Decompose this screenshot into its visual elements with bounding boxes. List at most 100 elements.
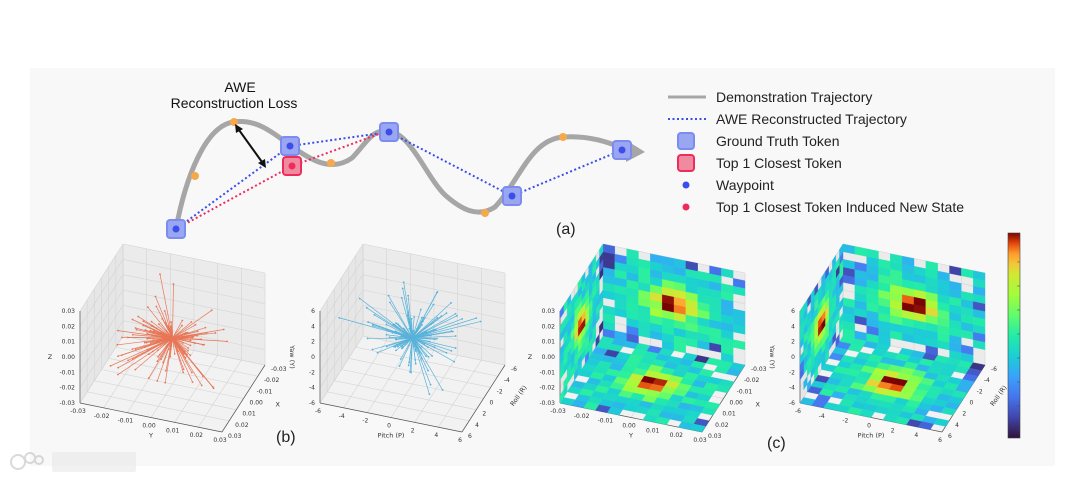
- vector-tip: [475, 317, 478, 320]
- grid-line: [362, 243, 506, 274]
- x-tick-label: 0.03: [708, 433, 722, 440]
- vector-tip: [461, 318, 464, 320]
- heatmap-cell: [933, 418, 950, 427]
- heatmap-cell: [733, 339, 746, 350]
- grid-line: [122, 243, 266, 274]
- y-tick-label: 0: [867, 423, 871, 430]
- vector: [172, 332, 188, 339]
- vector-tip: [156, 380, 159, 382]
- grid-line: [122, 259, 266, 289]
- vector: [172, 337, 184, 373]
- legend-blue-square-icon: [677, 132, 695, 150]
- vector: [172, 337, 176, 354]
- heatmap-cell: [700, 407, 717, 416]
- vector: [172, 320, 183, 339]
- vector-tip: [167, 334, 170, 337]
- vector-tip: [431, 355, 434, 357]
- vector-tip: [367, 321, 370, 323]
- y-tick-label: 0.02: [670, 432, 684, 439]
- vector-tip: [410, 371, 412, 374]
- vector-tip: [399, 358, 402, 360]
- vector: [172, 337, 203, 386]
- x-tick-label: 0.02: [715, 422, 729, 429]
- vector-tip: [157, 355, 159, 358]
- vector-tip: [427, 355, 430, 358]
- vector: [110, 337, 173, 367]
- plot-c-1: -0.03-0.02-0.010.000.010.020.03-0.03-0.0…: [528, 243, 767, 444]
- heatmap-cell: [832, 254, 836, 269]
- vector-tip: [172, 283, 175, 285]
- vector: [169, 337, 173, 350]
- vector-tip: [159, 273, 161, 276]
- vector-tip: [423, 343, 426, 345]
- heatmap-cell: [918, 421, 935, 430]
- vector-tip: [170, 321, 173, 323]
- x-tick-label: -0.01: [257, 388, 273, 395]
- vector-tip: [146, 333, 149, 335]
- vector-tip: [386, 329, 389, 332]
- vector-tip: [423, 316, 426, 319]
- vector: [172, 337, 188, 355]
- vector-tip: [142, 320, 145, 323]
- x-tick-label: 0: [490, 400, 494, 407]
- vector-tip: [436, 337, 438, 340]
- colorbar-ticks: [1017, 237, 1020, 431]
- heatmap-cell: [715, 384, 731, 394]
- vector-tip: [173, 352, 176, 355]
- panel-b-c-plots: -0.03-0.02-0.010.000.010.020.03-0.03-0.0…: [48, 243, 1009, 444]
- vector-tip: [192, 336, 194, 338]
- vector: [399, 325, 413, 339]
- vector: [412, 337, 429, 358]
- vector: [407, 295, 413, 339]
- legend-label: Waypoint: [716, 177, 774, 193]
- vector: [412, 321, 481, 339]
- axis-lines: [319, 311, 506, 433]
- z-tick-label: 0: [791, 354, 795, 361]
- vector-tip: [395, 338, 398, 341]
- heatmap-cell: [733, 308, 746, 320]
- vector-tip: [372, 324, 374, 327]
- vector: [147, 306, 173, 339]
- vector-tip: [147, 377, 150, 379]
- vector-tip: [385, 323, 388, 326]
- vector: [172, 337, 193, 373]
- y-tick-label: 0.01: [166, 427, 180, 434]
- vector-tip: [427, 369, 429, 372]
- vector: [172, 325, 183, 339]
- vector: [372, 337, 413, 350]
- x-tick-label: -0.01: [737, 388, 753, 395]
- z-tick-label: 0.01: [542, 339, 556, 346]
- y-tick-label: -0.01: [598, 418, 614, 425]
- vector-tip: [436, 291, 439, 293]
- panel-label-c: (c): [767, 435, 786, 452]
- vector-tip: [156, 360, 159, 363]
- x-tick-label: 0: [970, 400, 974, 407]
- vector: [172, 337, 189, 349]
- vector: [172, 337, 205, 346]
- vector: [412, 302, 452, 339]
- axis-lines: [79, 311, 266, 433]
- vector-tip: [414, 348, 417, 351]
- vector: [146, 337, 173, 344]
- axis-line: [79, 402, 223, 433]
- plot-b-1: -0.03-0.02-0.010.000.010.020.03-0.03-0.0…: [48, 243, 287, 444]
- vector-tip: [184, 335, 187, 338]
- vector: [412, 313, 456, 339]
- vector-tip: [189, 339, 192, 342]
- heatmap-cell: [803, 375, 808, 391]
- vector: [412, 337, 455, 362]
- vector-tip: [407, 294, 410, 297]
- vector: [412, 331, 453, 339]
- y-axis-label: Pitch (P): [858, 432, 885, 440]
- legend-red-square-icon: [677, 154, 695, 172]
- vector: [400, 337, 413, 360]
- vector-tip: [428, 393, 431, 396]
- x-tick-label: 0.01: [242, 411, 256, 418]
- vector-tip: [180, 336, 182, 339]
- legend-blue-dot-icon: [682, 181, 690, 189]
- vector-tip: [365, 306, 368, 309]
- top1-induced-trajectory: [175, 130, 388, 230]
- legend-label: Ground Truth Token: [716, 133, 839, 149]
- vector: [152, 337, 173, 352]
- y-tick-label: -2: [362, 418, 368, 425]
